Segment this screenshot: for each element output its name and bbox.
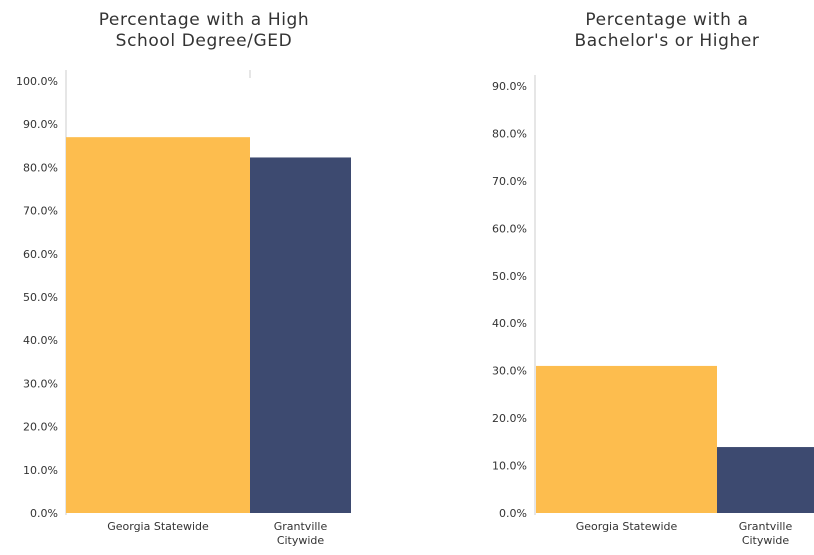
- y-tick-label: 90.0%: [492, 80, 527, 93]
- bar-group: [536, 365, 814, 513]
- y-tick-labels: 0.0% 10.0% 20.0% 30.0% 40.0% 50.0% 60.0% 70.0% 8…: [492, 80, 527, 520]
- x-category-label: Citywide: [277, 534, 325, 547]
- y-tick-label: 10.0%: [23, 464, 58, 477]
- y-tick-label: 60.0%: [23, 248, 58, 261]
- bar-grantville-citywide: [250, 157, 351, 514]
- y-tick-label: 50.0%: [23, 291, 58, 304]
- y-tick-label: 60.0%: [492, 222, 527, 235]
- y-tick-label: 0.0%: [30, 507, 58, 520]
- x-category-label: Georgia Statewide: [576, 520, 678, 533]
- chart-title-line-1: Percentage with a High: [99, 10, 310, 30]
- x-category-label: Grantville: [739, 520, 793, 533]
- y-tick-label: 80.0%: [23, 161, 58, 174]
- chart-title-line-1: Percentage with a: [585, 10, 748, 30]
- chart-title-line-2: School Degree/GED: [116, 31, 293, 51]
- bar-grantville-citywide: [717, 447, 814, 513]
- y-tick-label: 40.0%: [23, 334, 58, 347]
- y-tick-label: 50.0%: [492, 270, 527, 283]
- y-tick-label: 90.0%: [23, 118, 58, 131]
- y-tick-label: 10.0%: [492, 460, 527, 473]
- y-tick-labels: 0.0% 10.0% 20.0% 30.0% 40.0% 50.0% 60.0% 70.0% 8…: [16, 75, 58, 520]
- y-tick-label: 20.0%: [492, 412, 527, 425]
- bar-group: [66, 137, 351, 514]
- x-category-label: Georgia Statewide: [107, 520, 209, 533]
- y-tick-label: 70.0%: [492, 175, 527, 188]
- chart-bachelors: Percentage with a Bachelor's or Higher 0…: [492, 10, 814, 547]
- bar-georgia-statewide: [536, 365, 717, 513]
- y-tick-label: 30.0%: [492, 365, 527, 378]
- x-category-label: Grantville: [274, 520, 328, 533]
- chart-title-line-2: Bachelor's or Higher: [574, 31, 759, 51]
- bar-georgia-statewide: [66, 137, 250, 513]
- x-category-label: Citywide: [742, 534, 790, 547]
- y-tick-label: 0.0%: [499, 507, 527, 520]
- y-tick-label: 20.0%: [23, 421, 58, 434]
- chart-high-school: Percentage with a High School Degree/GED…: [16, 10, 351, 547]
- y-tick-label: 70.0%: [23, 205, 58, 218]
- y-tick-label: 30.0%: [23, 377, 58, 390]
- y-tick-label: 40.0%: [492, 317, 527, 330]
- y-tick-label: 80.0%: [492, 127, 527, 140]
- y-tick-label: 100.0%: [16, 75, 58, 88]
